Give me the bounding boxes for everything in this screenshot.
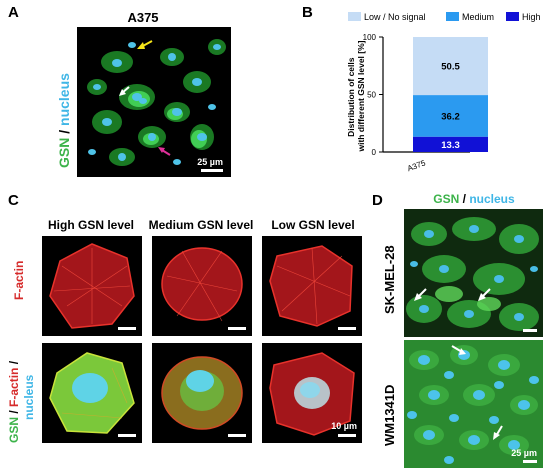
yellow-arrow-icon [137, 40, 153, 49]
data-label-medium: 36.2 [441, 111, 460, 122]
medium-factin-micrograph [152, 236, 252, 336]
nucleus-label: nucleus [56, 73, 72, 126]
panel-c-scale-text: 10 µm [331, 421, 357, 431]
row1-label: F-actin [12, 260, 26, 300]
c-scale-bar-4 [118, 434, 136, 437]
high-factin-micrograph [42, 236, 142, 336]
wm1341d-micrograph: 25 µm [404, 340, 543, 468]
medium-merge-micrograph [152, 343, 252, 443]
magenta-arrow-icon [158, 147, 171, 156]
bar-segment-high [413, 136, 488, 152]
label-separator: / [56, 125, 72, 138]
white-arrow-icon [119, 86, 130, 96]
legend-swatch-medium [446, 12, 459, 21]
row2-gsn-label: GSN [7, 416, 21, 443]
y-axis-label: Distribution of cells with different GSN… [346, 40, 366, 152]
low-merge-micrograph: 10 µm [262, 343, 362, 443]
c-scale-bar-2 [228, 327, 246, 330]
col-medium-label: Medium GSN level [148, 218, 254, 232]
col-high-label: High GSN level [47, 218, 135, 232]
gsn-label: GSN [56, 137, 72, 168]
panel-d-scale-text: 25 µm [511, 448, 537, 458]
panel-a-letter: A [8, 4, 19, 21]
bar-segment-low-no-signal [413, 37, 488, 96]
panel-a-side-label: GSN / nucleus [56, 73, 72, 168]
x-tick-label: A375 [406, 158, 427, 173]
legend-swatch-high [506, 12, 519, 21]
sk-mel-28-micrograph [404, 209, 543, 337]
d-gsn-label: GSN [433, 192, 460, 206]
chart-legend: Low / No signal Medium High [348, 12, 541, 22]
row2-separator-2: / [7, 360, 21, 368]
panel-b-letter: B [302, 4, 313, 21]
d-arrow-icon-2 [478, 288, 491, 301]
data-label-low-no-signal: 50.5 [441, 62, 460, 73]
panel-a-scale-text: 25 µm [197, 157, 223, 167]
a375-micrograph: 25 µm [77, 27, 231, 177]
sk-mel-28-label: SK-MEL-28 [382, 245, 397, 314]
y-tick-label-0: 0 [372, 148, 377, 157]
col-low-label: Low GSN level [271, 218, 355, 232]
y-tick-label-1: 50 [367, 91, 376, 100]
d-nucleus-label: nucleus [469, 192, 515, 206]
row2-nucleus-label: nucleus [22, 374, 36, 420]
d-arrow-icon-4 [493, 425, 503, 440]
wm1341d-label: WM1341D [382, 384, 397, 446]
row2-label: GSN / F-actin / [7, 361, 21, 443]
gsn-distribution-chart: Low / No signal Medium High Distribution… [346, 12, 541, 173]
panel-c-letter: C [8, 192, 19, 209]
d-scale-bar-1 [523, 329, 537, 332]
panel-d-letter: D [372, 192, 383, 209]
c-scale-bar-5 [228, 434, 246, 437]
a375-cells-image [87, 39, 226, 166]
legend-swatch-low [348, 12, 361, 21]
row2-factin-label: F-actin [7, 367, 21, 407]
panel-a-scale-bar [201, 169, 223, 172]
d-scale-bar-2 [523, 460, 537, 463]
d-title-separator: / [459, 192, 470, 206]
high-merge-micrograph [42, 343, 142, 443]
legend-label-medium: Medium [462, 12, 494, 22]
y-tick-label-2: 100 [363, 33, 377, 42]
panel-a-title: A375 [127, 10, 159, 25]
c-scale-bar-3 [338, 327, 356, 330]
panel-d-title: GSN / nucleus [405, 192, 543, 206]
c-scale-bar-1 [118, 327, 136, 330]
row2-separator-1: / [7, 406, 21, 417]
c-scale-bar-6 [338, 434, 356, 437]
bar-segment-medium [413, 95, 488, 137]
d-arrow-icon-1 [414, 288, 427, 301]
low-factin-micrograph [262, 236, 362, 336]
legend-label-high: High [522, 12, 541, 22]
legend-label-low: Low / No signal [364, 12, 426, 22]
d-arrow-icon-3 [451, 345, 466, 355]
data-label-high: 13.3 [441, 140, 460, 151]
